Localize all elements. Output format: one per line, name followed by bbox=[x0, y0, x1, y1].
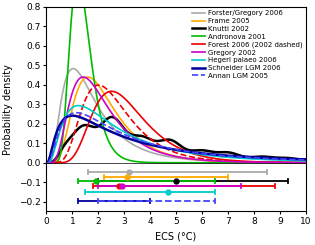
Annan LGM 2005 bbox=[171, 147, 175, 150]
Annan LGM 2005 bbox=[304, 159, 308, 161]
Hegerl palaeo 2006 bbox=[304, 159, 308, 162]
Schneider LGM 2006 bbox=[58, 124, 62, 127]
Schneider LGM 2006 bbox=[296, 158, 300, 161]
Annan LGM 2005 bbox=[164, 146, 168, 149]
Hegerl palaeo 2006 bbox=[164, 147, 168, 149]
Knutti 2002 bbox=[58, 151, 62, 154]
Gregory 2002 bbox=[296, 161, 300, 164]
Hegerl palaeo 2006 bbox=[296, 159, 300, 162]
Schneider LGM 2006 bbox=[249, 156, 253, 159]
Andronova 2001 bbox=[296, 161, 300, 164]
Schneider LGM 2006 bbox=[296, 158, 300, 161]
Y-axis label: Probability density: Probability density bbox=[3, 64, 14, 155]
Forest 2006 (2002 dashed) bbox=[296, 161, 300, 164]
Line: Forest 2006 (2002 dashed): Forest 2006 (2002 dashed) bbox=[47, 91, 306, 163]
Line: Andronova 2001: Andronova 2001 bbox=[47, 0, 306, 163]
Forest 2006 (2002 dashed) bbox=[249, 160, 253, 163]
Knutti 2002 bbox=[164, 138, 168, 141]
Gregory 2002 bbox=[296, 161, 300, 164]
Forest 2006 (2002 dashed) bbox=[45, 161, 49, 164]
Line: Knutti 2002: Knutti 2002 bbox=[47, 117, 306, 163]
Hegerl palaeo 2006 bbox=[45, 161, 49, 164]
Hegerl palaeo 2006 bbox=[58, 130, 62, 133]
Line: Gregory 2002: Gregory 2002 bbox=[47, 77, 306, 163]
Andronova 2001 bbox=[45, 161, 49, 164]
Legend: Forster/Gregory 2006, Frame 2005, Knutti 2002, Andronova 2001, Forest 2006 (2002: Forster/Gregory 2006, Frame 2005, Knutti… bbox=[190, 8, 305, 82]
Frame 2005 bbox=[58, 155, 62, 158]
Forster/Gregory 2006 bbox=[164, 155, 168, 158]
Frame 2005 bbox=[171, 154, 175, 157]
Gregory 2002 bbox=[81, 75, 85, 78]
Forster/Gregory 2006 bbox=[171, 156, 175, 159]
Line: Annan LGM 2005: Annan LGM 2005 bbox=[47, 113, 306, 163]
Line: Frame 2005: Frame 2005 bbox=[47, 77, 306, 163]
Forest 2006 (2002 dashed) bbox=[110, 90, 113, 93]
Knutti 2002 bbox=[296, 158, 300, 161]
Andronova 2001 bbox=[249, 161, 253, 164]
Forster/Gregory 2006 bbox=[296, 161, 300, 164]
Knutti 2002 bbox=[249, 156, 253, 159]
Frame 2005 bbox=[249, 161, 253, 164]
Forster/Gregory 2006 bbox=[71, 67, 75, 70]
Annan LGM 2005 bbox=[58, 128, 62, 131]
Gregory 2002 bbox=[171, 154, 175, 157]
Forest 2006 (2002 dashed) bbox=[164, 139, 168, 142]
Line: Forster/Gregory 2006: Forster/Gregory 2006 bbox=[47, 69, 306, 163]
Gregory 2002 bbox=[164, 153, 168, 156]
Andronova 2001 bbox=[304, 161, 308, 164]
Gregory 2002 bbox=[304, 161, 308, 164]
Hegerl palaeo 2006 bbox=[171, 148, 175, 151]
Line: Schneider LGM 2006: Schneider LGM 2006 bbox=[47, 116, 306, 163]
Forster/Gregory 2006 bbox=[58, 109, 62, 111]
Schneider LGM 2006 bbox=[45, 161, 49, 164]
Forster/Gregory 2006 bbox=[45, 161, 49, 164]
Schneider LGM 2006 bbox=[171, 148, 175, 151]
Schneider LGM 2006 bbox=[71, 114, 74, 117]
Andronova 2001 bbox=[164, 161, 168, 164]
Gregory 2002 bbox=[45, 161, 49, 164]
Knutti 2002 bbox=[296, 158, 300, 161]
Andronova 2001 bbox=[296, 161, 300, 164]
Frame 2005 bbox=[296, 161, 300, 164]
Annan LGM 2005 bbox=[45, 161, 49, 164]
Gregory 2002 bbox=[249, 161, 253, 164]
Knutti 2002 bbox=[304, 159, 308, 161]
Forster/Gregory 2006 bbox=[249, 160, 253, 163]
Frame 2005 bbox=[86, 75, 90, 78]
Forster/Gregory 2006 bbox=[296, 161, 300, 164]
Annan LGM 2005 bbox=[296, 158, 300, 161]
Schneider LGM 2006 bbox=[304, 158, 308, 161]
Schneider LGM 2006 bbox=[164, 147, 168, 149]
Annan LGM 2005 bbox=[74, 111, 78, 114]
Forest 2006 (2002 dashed) bbox=[304, 161, 308, 164]
Frame 2005 bbox=[296, 161, 300, 164]
Frame 2005 bbox=[45, 161, 49, 164]
Hegerl palaeo 2006 bbox=[249, 157, 253, 160]
Forest 2006 (2002 dashed) bbox=[296, 161, 300, 164]
Knutti 2002 bbox=[171, 139, 175, 142]
Frame 2005 bbox=[164, 152, 168, 155]
X-axis label: ECS (°C): ECS (°C) bbox=[156, 232, 197, 242]
Forest 2006 (2002 dashed) bbox=[171, 143, 175, 146]
Line: Hegerl palaeo 2006: Hegerl palaeo 2006 bbox=[47, 106, 306, 163]
Forest 2006 (2002 dashed) bbox=[58, 161, 62, 164]
Annan LGM 2005 bbox=[296, 158, 300, 161]
Forster/Gregory 2006 bbox=[304, 161, 308, 164]
Knutti 2002 bbox=[110, 115, 114, 118]
Annan LGM 2005 bbox=[249, 156, 253, 159]
Hegerl palaeo 2006 bbox=[77, 104, 80, 107]
Knutti 2002 bbox=[45, 161, 49, 164]
Gregory 2002 bbox=[58, 146, 62, 149]
Frame 2005 bbox=[304, 161, 308, 164]
Hegerl palaeo 2006 bbox=[296, 159, 300, 162]
Andronova 2001 bbox=[58, 155, 62, 158]
Andronova 2001 bbox=[171, 161, 175, 164]
